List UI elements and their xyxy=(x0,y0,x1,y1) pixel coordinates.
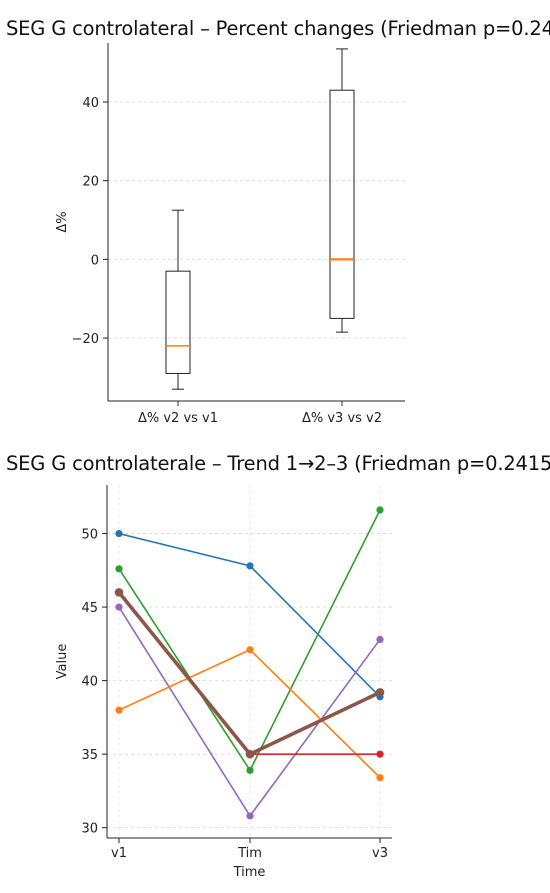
chart2-ytick-label: 35 xyxy=(81,748,98,763)
chart2-series-3 xyxy=(115,603,384,820)
chart2-series-6 xyxy=(114,588,385,759)
chart1-ytick-label: 40 xyxy=(82,96,99,111)
chart1-ytick-label: 20 xyxy=(82,175,99,190)
chart1-ylabel: Δ% xyxy=(55,211,70,232)
chart2-xtick-label: v3 xyxy=(372,846,388,861)
chart1-box-rect xyxy=(165,270,191,374)
chart2-xtick-label: Tim xyxy=(237,846,262,861)
chart2-ytick-label: 40 xyxy=(81,675,98,690)
chart2-xlabel: Time xyxy=(233,865,266,880)
chart2-ytick-label: 45 xyxy=(81,601,98,616)
chart2-ylabel: Value xyxy=(55,644,70,680)
chart1-plot: −20 0 20 40 Δ% Δ% v2 vs v1 Δ% v3 vs v2 xyxy=(55,43,405,426)
chart2-data-point xyxy=(246,646,254,654)
chart2-data-point xyxy=(246,812,254,820)
chart2-data-point xyxy=(114,588,124,597)
chart2-data-point xyxy=(115,706,123,714)
chart1-ytick-label: −20 xyxy=(72,332,99,347)
chart2-data-point xyxy=(246,562,254,570)
chart2-data-point xyxy=(376,750,384,758)
chart2-series-5 xyxy=(246,750,384,758)
chart2-series-2 xyxy=(115,506,384,774)
chart1-xtick-label: Δ% v2 vs v1 xyxy=(138,411,218,426)
chart2-data-point xyxy=(115,565,123,573)
chart2-series-line xyxy=(117,590,382,756)
chart2-plot: 30 35 40 45 50 v1 Tim v3 Time Value xyxy=(55,485,392,880)
chart2-ytick-label: 30 xyxy=(81,822,98,837)
chart2-series-line xyxy=(118,532,381,698)
chart2-data-point xyxy=(245,749,255,759)
chart1-box-1: Δ% v2 vs v1 xyxy=(138,209,218,426)
chart2-series-4 xyxy=(115,646,384,782)
chart1-title: SEG G controlateral – Percent changes (F… xyxy=(6,17,550,40)
chart2-data-point xyxy=(376,774,384,782)
chart1-box-2: Δ% v3 vs v2 xyxy=(302,48,382,426)
chart1-ytick-label: 0 xyxy=(91,253,99,268)
chart1-xtick-label: Δ% v3 vs v2 xyxy=(302,411,382,426)
chart2-data-point xyxy=(375,688,385,697)
chart2-data-point xyxy=(246,766,254,774)
chart1-box-rect xyxy=(329,89,355,319)
chart2-title: SEG G controlaterale – Trend 1→2–3 (Frie… xyxy=(6,452,550,475)
chart2-data-point xyxy=(115,529,123,538)
chart2-series-1 xyxy=(115,529,384,701)
chart2-ytick-label: 50 xyxy=(81,528,98,543)
chart2-data-point xyxy=(376,635,384,644)
chart2-data-point xyxy=(376,506,384,514)
chart2-xtick-label: v1 xyxy=(111,846,127,861)
chart2-data-point xyxy=(115,603,123,611)
